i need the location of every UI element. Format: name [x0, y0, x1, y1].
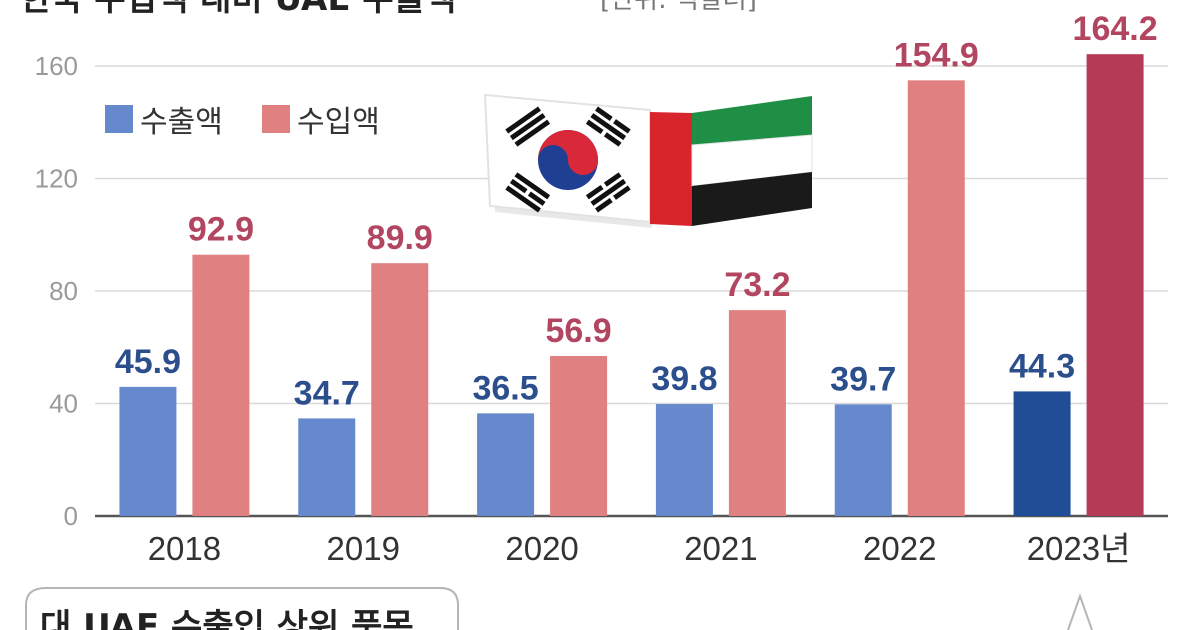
gridlines [95, 65, 1168, 518]
legend-swatch-export [105, 105, 133, 133]
x-tick-label: 2022 [863, 530, 936, 567]
unit-note: [단위: 억달러] [600, 0, 757, 15]
value-label-export: 34.7 [294, 374, 360, 412]
legend-label-export: 수출액 [140, 105, 223, 140]
callout-pointer [1067, 592, 1093, 630]
bar-import [550, 355, 608, 516]
value-label-export: 36.5 [472, 369, 538, 407]
y-tick-label: 160 [35, 51, 78, 81]
bar-export [834, 404, 892, 516]
value-label-import: 154.9 [894, 36, 979, 74]
y-tick-label: 80 [49, 276, 78, 306]
bar-export [298, 418, 356, 516]
y-tick-label: 0 [64, 501, 78, 531]
value-label-import: 92.9 [188, 211, 254, 249]
bar-import [728, 310, 786, 516]
x-axis-ticks: 2018 2019 2020 2021 2022 2023년 [148, 530, 1131, 567]
x-tick-label: 2019 [327, 530, 400, 567]
x-tick-label: 2021 [684, 530, 757, 567]
x-tick-label: 2020 [505, 530, 578, 567]
bar-export [655, 404, 713, 516]
bar-import [1086, 54, 1144, 516]
south-korea-flag [483, 93, 651, 224]
value-label-export: 44.3 [1009, 347, 1075, 385]
y-axis-ticks: 0 40 80 120 160 [35, 51, 78, 531]
x-tick-label: 2018 [148, 530, 221, 567]
value-label-import: 56.9 [545, 312, 611, 350]
bar-export [1013, 391, 1071, 516]
flags-illustration [483, 93, 813, 228]
top-items-box-title: 대 UAE 수출입 상위 품목 [40, 607, 414, 630]
bars [119, 54, 1144, 516]
x-tick-label: 2023년 [1027, 530, 1131, 567]
value-labels: 45.9 92.9 34.7 89.9 36.556.9 39.8 73.2 39.7 154.… [115, 10, 1158, 412]
value-label-import: 73.2 [724, 266, 790, 304]
bar-import [192, 254, 250, 516]
value-label-export: 39.8 [651, 360, 717, 398]
bar-import [371, 263, 429, 516]
uae-flag [650, 96, 813, 226]
bar-export [477, 413, 535, 516]
y-tick-label: 120 [35, 164, 78, 194]
chart-title: 한국 수입액 대비 UAE 수출액 [20, 0, 456, 19]
value-label-import: 164.2 [1073, 10, 1158, 48]
bar-export [119, 386, 177, 516]
y-tick-label: 40 [49, 389, 78, 419]
legend-label-import: 수입액 [297, 105, 380, 140]
value-label-import: 89.9 [367, 219, 433, 257]
value-label-export: 45.9 [115, 343, 181, 381]
value-label-export: 39.7 [830, 360, 896, 398]
legend-swatch-import [262, 105, 290, 133]
legend: 수출액 수입액 [105, 105, 380, 140]
top-items-box: 대 UAE 수출입 상위 품목 [25, 587, 1093, 630]
bar-import [907, 80, 965, 516]
